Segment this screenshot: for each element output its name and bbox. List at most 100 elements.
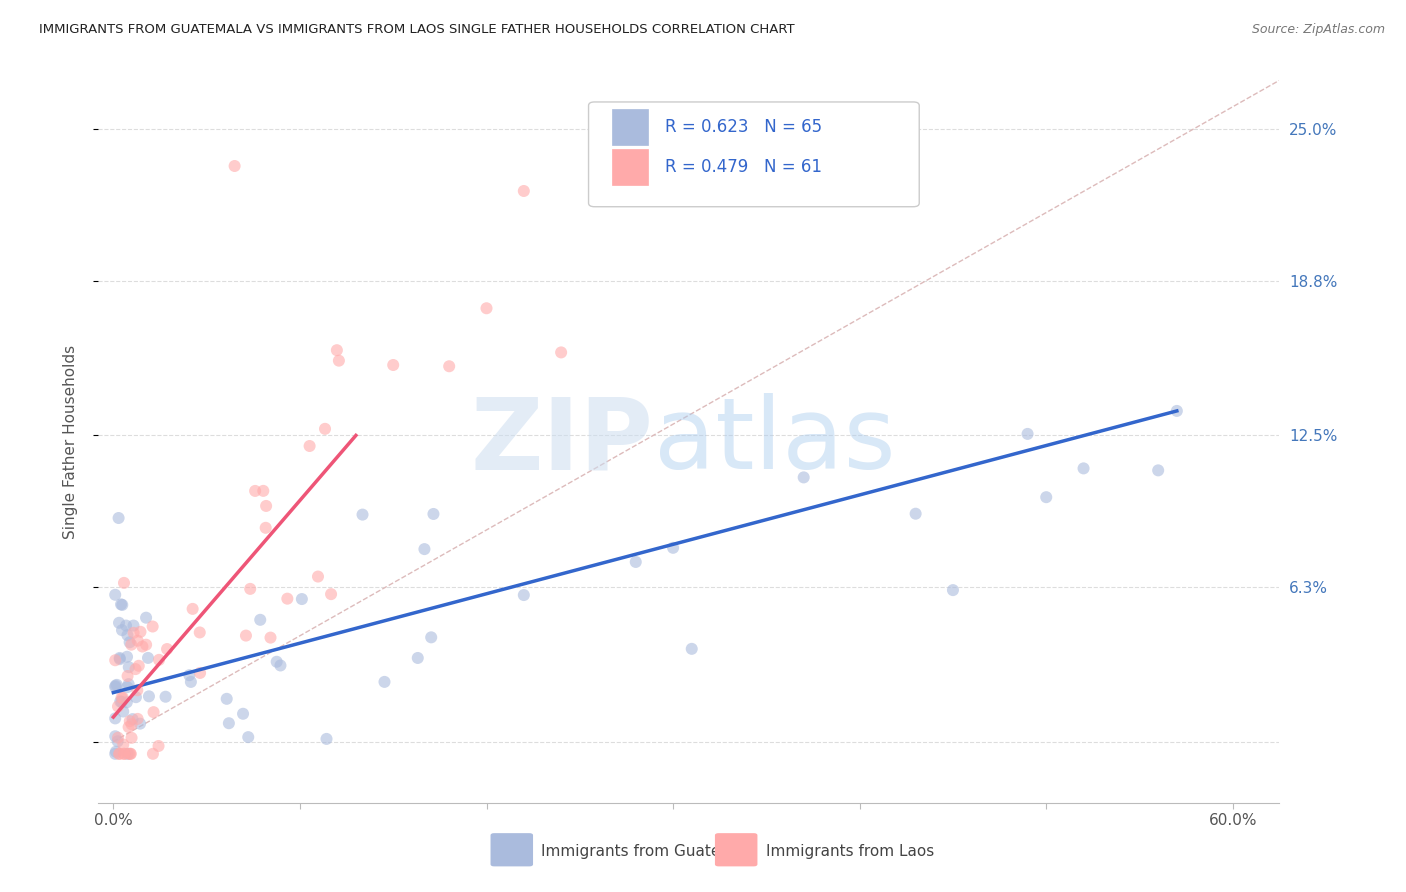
Text: atlas: atlas <box>654 393 896 490</box>
Point <box>188 665 211 680</box>
FancyBboxPatch shape <box>491 833 533 866</box>
Point <box>148 739 170 753</box>
Point <box>120 747 142 761</box>
Point <box>179 668 201 682</box>
Point <box>129 624 152 639</box>
Point <box>104 653 127 667</box>
Point <box>120 638 142 652</box>
Point <box>373 674 395 689</box>
Point <box>513 184 536 198</box>
Point <box>110 690 132 705</box>
Point <box>252 483 274 498</box>
Point <box>120 747 142 761</box>
Point <box>1147 463 1170 477</box>
Point <box>239 582 262 596</box>
Point <box>662 541 685 555</box>
Point <box>115 695 138 709</box>
Point <box>118 635 141 649</box>
Point <box>624 135 647 149</box>
Point <box>107 731 129 745</box>
Point <box>1073 461 1095 475</box>
Text: R = 0.623   N = 65: R = 0.623 N = 65 <box>665 119 823 136</box>
Point <box>1035 490 1057 504</box>
Point <box>138 690 160 704</box>
Point <box>127 633 149 648</box>
Point <box>110 694 132 708</box>
Text: IMMIGRANTS FROM GUATEMALA VS IMMIGRANTS FROM LAOS SINGLE FATHER HOUSEHOLDS CORRE: IMMIGRANTS FROM GUATEMALA VS IMMIGRANTS … <box>39 23 794 37</box>
Point <box>111 598 134 612</box>
Point <box>117 628 139 642</box>
Point <box>131 640 153 654</box>
Point <box>124 662 146 676</box>
Point <box>232 706 254 721</box>
Point <box>793 470 815 484</box>
Point <box>135 638 157 652</box>
Point <box>606 135 628 149</box>
Point <box>117 669 139 683</box>
Point <box>117 720 139 734</box>
Point <box>269 658 291 673</box>
Point <box>104 745 127 759</box>
FancyBboxPatch shape <box>714 833 758 866</box>
Point <box>104 747 127 761</box>
Y-axis label: Single Father Households: Single Father Households <box>63 344 77 539</box>
Point <box>110 695 132 709</box>
Point <box>326 343 349 358</box>
Point <box>1017 426 1039 441</box>
Point <box>291 592 314 607</box>
Point <box>108 652 131 666</box>
Text: R = 0.479   N = 61: R = 0.479 N = 61 <box>665 158 823 176</box>
Text: Immigrants from Laos: Immigrants from Laos <box>766 844 934 859</box>
Point <box>135 610 157 624</box>
Point <box>142 747 165 761</box>
Point <box>125 690 148 705</box>
Point <box>108 747 131 761</box>
Point <box>115 649 138 664</box>
Point <box>406 651 429 665</box>
Point <box>155 690 177 704</box>
Point <box>115 680 138 694</box>
Point <box>108 747 131 761</box>
Point <box>588 186 610 200</box>
Point <box>107 734 129 748</box>
Point <box>104 680 127 694</box>
Point <box>117 677 139 691</box>
Point <box>122 618 145 632</box>
Point <box>224 159 246 173</box>
FancyBboxPatch shape <box>612 149 648 185</box>
Point <box>127 683 149 698</box>
Point <box>121 717 143 731</box>
Point <box>681 641 703 656</box>
Point <box>104 729 127 743</box>
Point <box>112 747 135 761</box>
Point <box>112 738 135 752</box>
FancyBboxPatch shape <box>589 102 920 207</box>
Point <box>254 521 277 535</box>
Point <box>118 660 141 674</box>
Point <box>142 705 165 719</box>
Point <box>104 711 127 725</box>
Point <box>104 679 127 693</box>
Point <box>180 674 202 689</box>
Point <box>148 653 170 667</box>
Point <box>110 598 132 612</box>
Point <box>188 625 211 640</box>
Point <box>112 705 135 719</box>
Point <box>904 507 927 521</box>
Point <box>307 569 329 583</box>
Point <box>108 651 131 665</box>
Point <box>115 618 138 632</box>
Point <box>127 712 149 726</box>
Point <box>107 699 129 714</box>
Point <box>276 591 298 606</box>
Point <box>111 690 134 705</box>
Point <box>107 511 129 525</box>
Point <box>235 629 257 643</box>
FancyBboxPatch shape <box>612 109 648 145</box>
Point <box>118 714 141 728</box>
Point <box>238 730 260 744</box>
Point <box>129 716 152 731</box>
Point <box>243 483 266 498</box>
Point <box>420 631 443 645</box>
Point <box>112 747 135 761</box>
